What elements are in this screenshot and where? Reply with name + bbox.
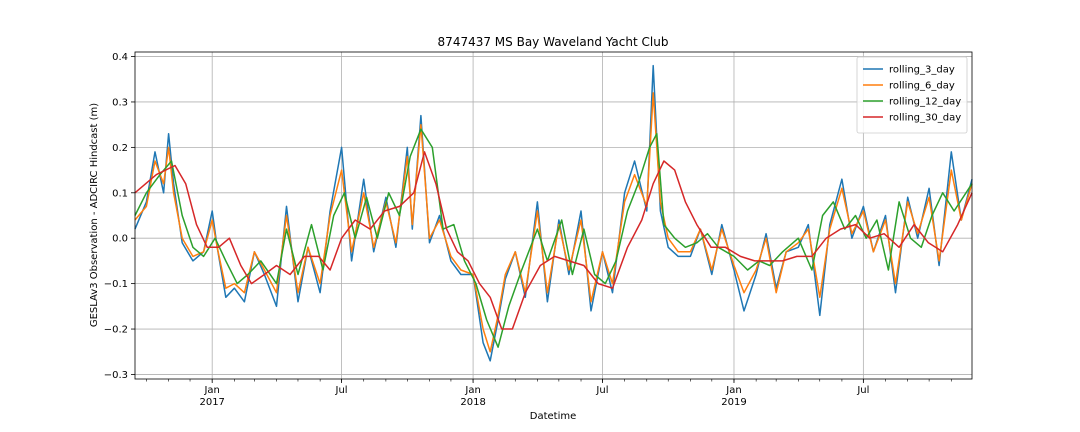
- legend-label: rolling_30_day: [889, 113, 961, 124]
- legend-box: [856, 56, 968, 134]
- y-tick-label: 0.3: [112, 97, 128, 108]
- grid-layer: [135, 52, 972, 379]
- legend: rolling_3_day rolling_6_day rolling_12_day…: [856, 56, 968, 134]
- y-tick-label: −0.3: [104, 370, 128, 381]
- y-tick-label: 0.2: [112, 143, 128, 154]
- series-line-rolling-12-day: [134, 128, 973, 348]
- x-tick-year-label: 2019: [721, 397, 746, 408]
- legend-label: rolling_3_day: [889, 65, 955, 76]
- chart-title: 8747437 MS Bay Waveland Yacht Club: [438, 35, 669, 49]
- x-tick-label: Jul: [856, 385, 869, 396]
- x-tick-label: Jul: [335, 385, 348, 396]
- y-axis-label: GESLAv3 Observation - ADCIRC Hindcast (m…: [89, 103, 100, 327]
- x-tick-year-label: 2017: [199, 397, 224, 408]
- x-tick-label: Jan: [725, 385, 741, 396]
- legend-label: rolling_12_day: [889, 97, 961, 108]
- x-tick-label: Jul: [595, 385, 608, 396]
- y-tick-label: 0.1: [112, 188, 128, 199]
- x-tick-label: Jan: [203, 385, 219, 396]
- x-tick-year-label: 2018: [460, 397, 485, 408]
- legend-label: rolling_6_day: [889, 81, 955, 92]
- y-tick-label: −0.2: [104, 325, 128, 336]
- series-layer: [134, 64, 973, 362]
- plot-frame: [134, 51, 973, 380]
- series-line-rolling-6-day: [134, 92, 973, 353]
- y-tick-label: −0.1: [104, 279, 128, 290]
- y-tick-label: 0.0: [112, 234, 128, 245]
- x-tick-label: Jan: [464, 385, 480, 396]
- series-line-rolling-30-day: [134, 151, 973, 330]
- x-axis-label: Datetime: [530, 411, 577, 422]
- y-tick-label: 0.4: [112, 52, 128, 63]
